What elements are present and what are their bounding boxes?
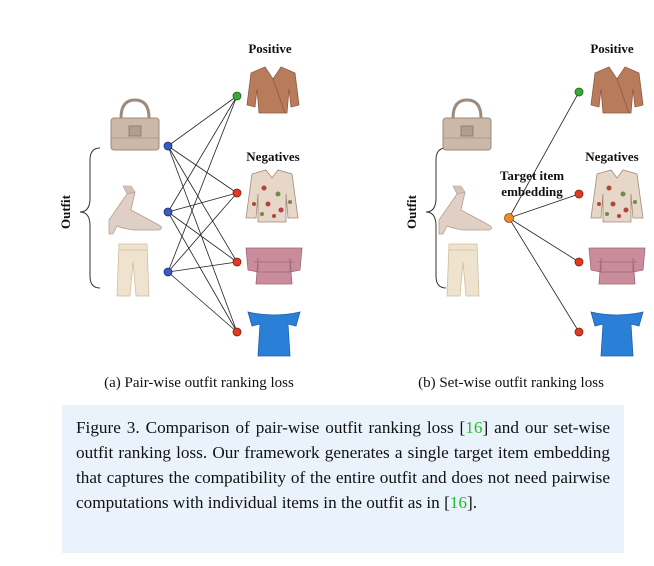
negative-node <box>232 257 242 267</box>
positive-node <box>574 87 584 97</box>
pairwise-edges <box>167 95 238 333</box>
figure-caption: Figure 3. Comparison of pair-wise outfit… <box>62 405 624 553</box>
heels-item <box>438 185 492 235</box>
negative-node <box>574 257 584 267</box>
embedding-label-line1: Target item <box>500 168 564 183</box>
caption-part2: ] and our set-wise outfit ranking loss. … <box>76 418 610 512</box>
outfit-node <box>163 141 173 151</box>
negative-node <box>232 188 242 198</box>
outfit-label: Outfit <box>58 194 73 229</box>
embedding-label-line2: embedding <box>501 184 563 199</box>
negative-node <box>232 327 242 337</box>
positive-top-item <box>246 66 300 114</box>
positive-top-item <box>590 66 644 114</box>
outfit-brace <box>425 147 447 289</box>
panel-a: Positive Negatives Outfit <box>58 41 303 391</box>
caption-text: Figure 3. Comparison of pair-wise outfit… <box>76 415 610 515</box>
citation-link[interactable]: 16 <box>465 418 483 437</box>
citation-link[interactable]: 16 <box>449 493 467 512</box>
caption-part3: ]. <box>466 493 478 512</box>
handbag-item <box>441 98 493 152</box>
figure-3: Positive Negatives Outfit <box>58 41 646 391</box>
heels-item <box>108 185 162 235</box>
target-embedding-node <box>504 213 514 223</box>
blue-top-item <box>590 311 644 357</box>
negatives-label: Negatives <box>246 149 299 164</box>
outfit-label: Outfit <box>404 194 419 229</box>
handbag-item <box>109 98 161 152</box>
outfit-node <box>163 267 173 277</box>
blue-top-item <box>247 311 301 357</box>
positive-label: Positive <box>248 41 292 56</box>
pink-top-item <box>245 247 303 285</box>
floral-top-item <box>590 169 644 223</box>
panel-b: Positive Negatives Outfit Target item em… <box>404 41 646 391</box>
pants-item <box>116 243 150 297</box>
outfit-node <box>163 207 173 217</box>
outfit-brace <box>79 147 101 289</box>
subcaption-b: (b) Set-wise outfit ranking loss <box>418 375 604 391</box>
floral-top-item <box>245 169 299 223</box>
negative-node <box>574 189 584 199</box>
positive-label: Positive <box>590 41 634 56</box>
pink-top-item <box>588 247 646 285</box>
negatives-label: Negatives <box>585 149 638 164</box>
positive-node <box>232 91 242 101</box>
setwise-edges <box>508 91 580 333</box>
negative-node <box>574 327 584 337</box>
subcaption-a: (a) Pair-wise outfit ranking loss <box>104 375 294 391</box>
pants-item <box>446 243 480 297</box>
caption-part1: Figure 3. Comparison of pair-wise outfit… <box>76 418 466 437</box>
